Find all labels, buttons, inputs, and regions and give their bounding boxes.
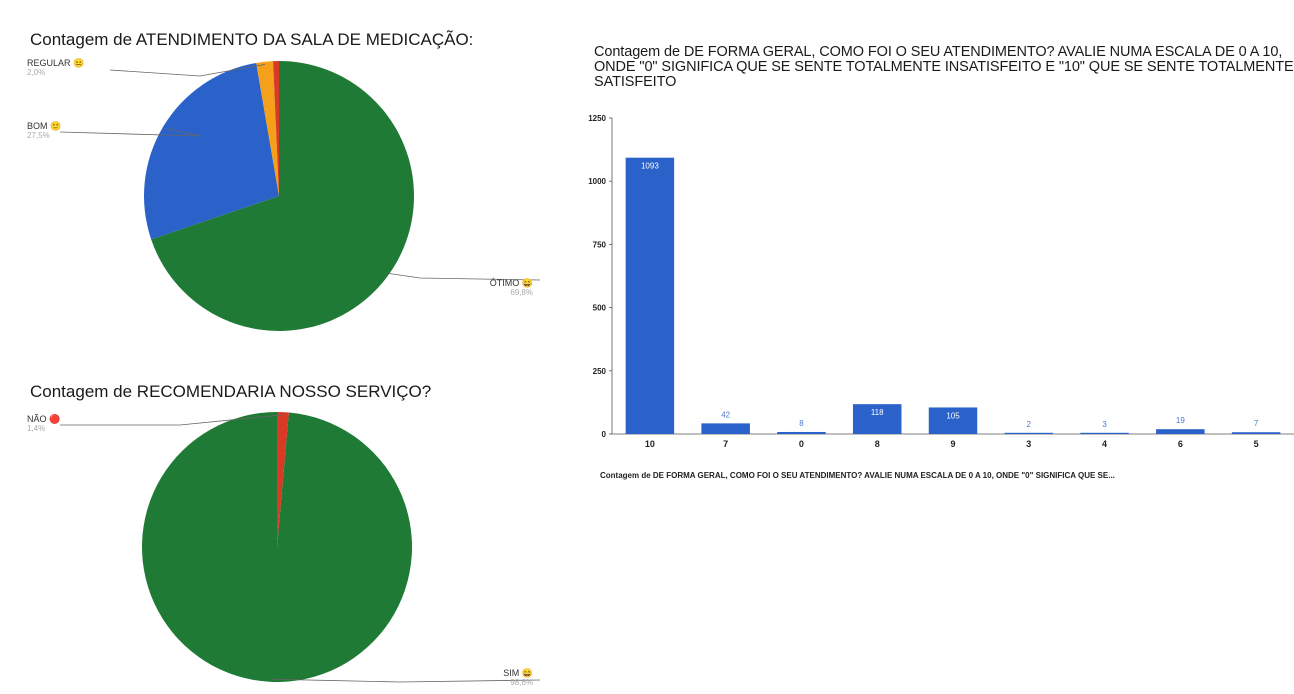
x-axis-label: Contagem de DE FORMA GERAL, COMO FOI O S… <box>600 471 1115 480</box>
pie1-pct-bom: 27,5% <box>27 131 50 140</box>
pie2-pct-sim: 98,6% <box>510 678 533 687</box>
pie1-leader-line <box>59 127 201 137</box>
pie2-label-não: NÃO 🔴 <box>27 413 60 424</box>
pie1-slice-bom <box>144 62 279 240</box>
data-label-6: 19 <box>1176 416 1185 425</box>
pie-chart-2-title: Contagem de RECOMENDARIA NOSSO SERVIÇO? <box>30 382 432 401</box>
pie2-leader-line <box>60 414 283 426</box>
bar-3 <box>1004 432 1054 434</box>
pie2-slice-não <box>277 412 289 547</box>
y-tick-label: 1000 <box>588 177 606 186</box>
x-tick-label-8: 8 <box>875 439 880 449</box>
pie1-leader-line <box>386 272 541 281</box>
bar-0 <box>777 431 826 434</box>
x-tick-label-10: 10 <box>645 439 655 449</box>
bar-chart: 0 250 500 750 1000 1250 1093 10 42 7 8 0 118 8 105 9 2 3 3… <box>588 114 1294 480</box>
x-tick-label-7: 7 <box>723 439 728 449</box>
bar-9 <box>928 407 978 434</box>
pie2-pct-não: 1,4% <box>27 424 45 433</box>
pie1-pct-ótimo: 69,8% <box>510 288 533 297</box>
x-tick-label-6: 6 <box>1178 439 1183 449</box>
data-label-5: 7 <box>1254 419 1259 428</box>
bar-6 <box>1156 429 1205 434</box>
y-tick-label: 1250 <box>588 114 606 123</box>
x-tick-label-3: 3 <box>1026 439 1031 449</box>
y-tick-label: 750 <box>593 240 607 249</box>
pie1-slice-ótimo <box>151 61 414 331</box>
x-tick-label-0: 0 <box>799 439 804 449</box>
pie1-slice-other-3 <box>273 61 279 196</box>
data-label-10: 1093 <box>641 162 659 171</box>
x-tick-label-5: 5 <box>1254 439 1259 449</box>
x-tick-label-9: 9 <box>950 439 955 449</box>
bar-8 <box>852 404 902 434</box>
pie-chart-1-title: Contagem de ATENDIMENTO DA SALA DE MEDIC… <box>30 30 474 49</box>
data-label-9: 105 <box>946 411 960 420</box>
pie-chart-2: SIM 😄98,6% NÃO 🔴1,4% <box>27 412 541 687</box>
bar-5 <box>1231 432 1281 434</box>
bar-chart-title: Contagem de DE FORMA GERAL, COMO FOI O S… <box>594 44 1294 90</box>
pie2-leader-line <box>271 678 541 683</box>
y-tick-label: 0 <box>602 430 607 439</box>
y-tick-label: 250 <box>593 367 607 376</box>
data-label-4: 3 <box>1102 420 1107 429</box>
bar-10 <box>625 157 675 434</box>
data-label-7: 42 <box>721 410 730 419</box>
pie1-label-ótimo: ÓTIMO 😄 <box>490 278 533 288</box>
data-label-0: 8 <box>799 419 804 428</box>
pie2-label-sim: SIM 😄 <box>503 668 533 678</box>
bar-4 <box>1080 432 1129 434</box>
pie-chart-1: ÓTIMO 😄69,8% BOM 🙂27,5% REGULAR 😐2,0% <box>27 58 541 331</box>
bar-7 <box>701 423 750 434</box>
pie1-label-regular: REGULAR 😐 <box>27 58 84 68</box>
y-tick-label: 500 <box>593 304 607 313</box>
pie1-label-bom: BOM 🙂 <box>27 121 61 131</box>
pie1-slice-regular <box>256 61 279 196</box>
x-tick-label-4: 4 <box>1102 439 1107 449</box>
pie1-leader-line <box>109 64 265 77</box>
pie1-pct-regular: 2,0% <box>27 68 45 77</box>
data-label-3: 2 <box>1027 420 1032 429</box>
data-label-8: 118 <box>871 408 884 417</box>
